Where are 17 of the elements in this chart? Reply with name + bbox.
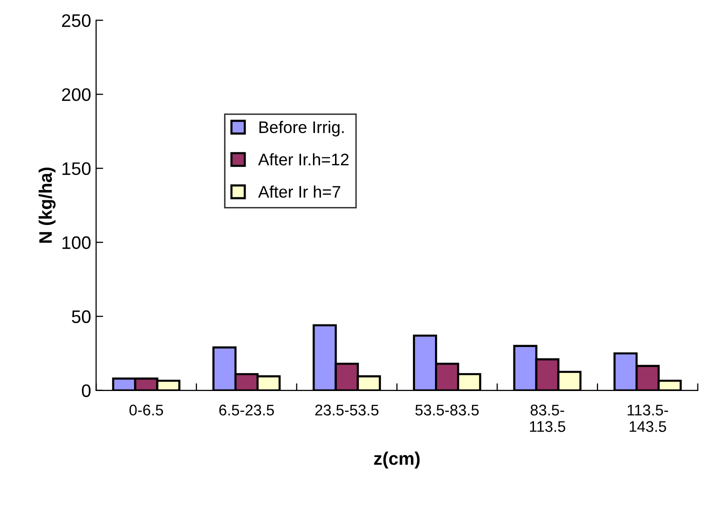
legend-label: Before Irrig. xyxy=(259,120,344,136)
y-axis-title: N (kg/ha) xyxy=(38,168,56,243)
legend-label: After Ir.h=12 xyxy=(258,153,349,166)
y-tick-label: 50 xyxy=(72,310,91,324)
legend-label: After Ir h=7 xyxy=(258,185,340,198)
x-tick-label: 83.5- 113.5 xyxy=(530,404,566,432)
y-tick-label: 100 xyxy=(62,236,91,250)
x-tick-label: 0-6.5 xyxy=(129,404,164,416)
x-axis-title: z(cm) xyxy=(374,452,420,468)
x-tick-label: 6.5-23.5 xyxy=(219,404,274,416)
x-tick-label: 53.5-83.5 xyxy=(415,404,479,416)
y-tick-label: 150 xyxy=(62,162,91,176)
y-tick-label: 200 xyxy=(62,88,91,102)
x-tick-label: 23.5-53.5 xyxy=(315,404,378,416)
y-tick-label: 250 xyxy=(62,14,91,27)
x-tick-label: 113.5- 143.5 xyxy=(628,404,668,432)
y-tick-label: 0 xyxy=(82,384,91,398)
